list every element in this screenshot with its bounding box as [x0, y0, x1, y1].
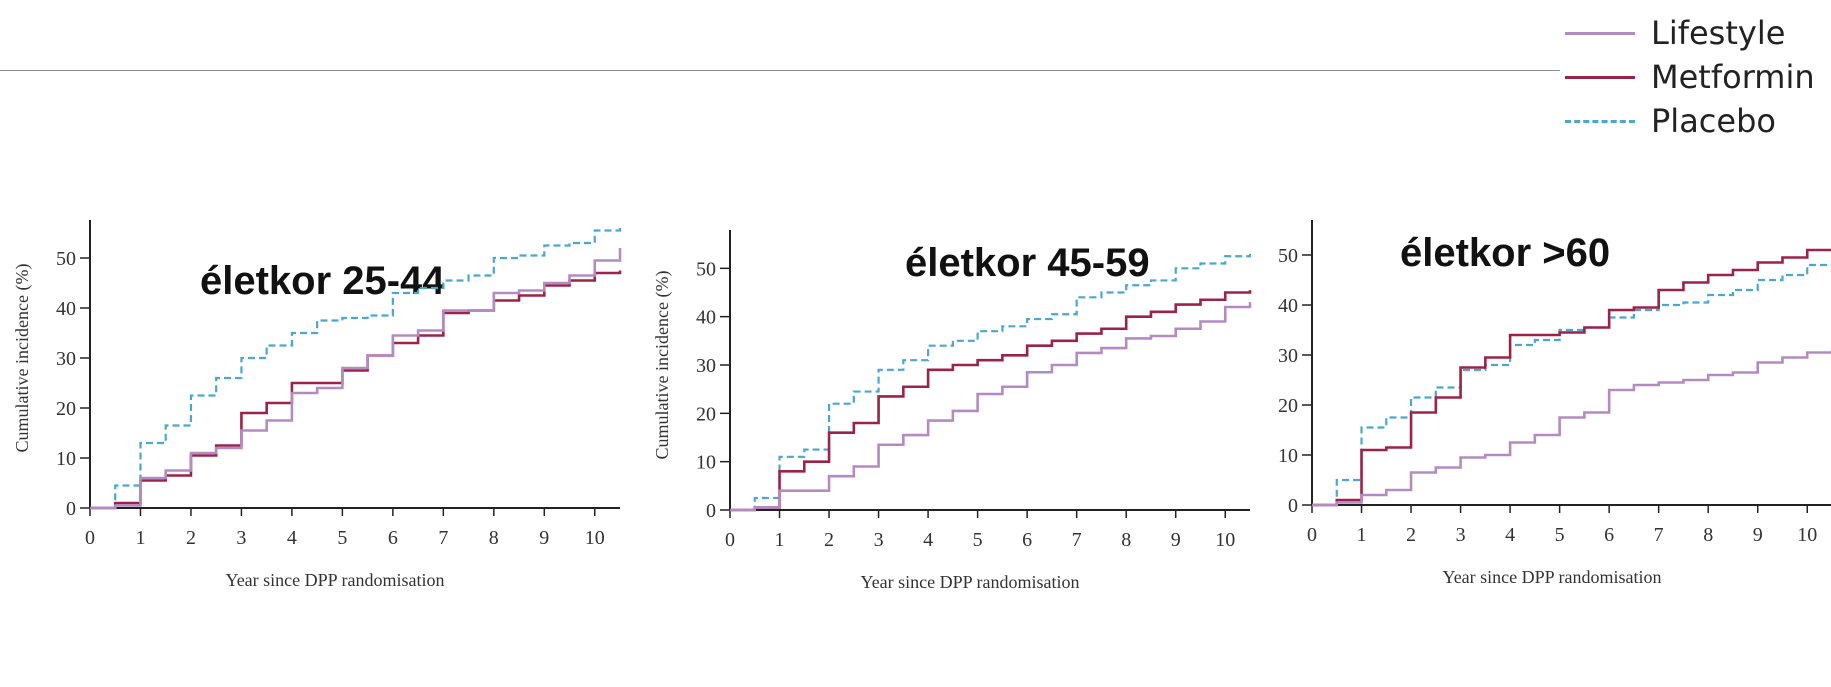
y-tick-label: 0: [66, 498, 76, 520]
legend-label-placebo: Placebo: [1651, 102, 1776, 140]
x-tick-label: 3: [874, 529, 884, 551]
x-tick-label: 10: [585, 527, 605, 549]
panel-title: életkor >60: [1400, 231, 1610, 275]
x-tick-label: 7: [1072, 529, 1082, 551]
legend-item-metformin: Metformin: [1565, 57, 1815, 97]
x-tick-label: 8: [1121, 529, 1131, 551]
legend-swatch-placebo: [1565, 119, 1635, 123]
series-line-metformin: [90, 270, 622, 510]
header-divider-line: [0, 70, 1560, 71]
x-tick-label: 8: [489, 527, 499, 549]
x-tick-label: 4: [923, 529, 933, 551]
x-tick-label: 0: [725, 529, 735, 551]
x-tick-label: 5: [973, 529, 983, 551]
x-tick-label: 0: [85, 527, 95, 549]
x-tick-label: 8: [1703, 524, 1713, 546]
legend: Lifestyle Metformin Placebo: [1565, 5, 1831, 155]
y-tick-label: 30: [696, 355, 716, 377]
x-tick-label: 0: [1307, 524, 1317, 546]
x-axis-title: Year since DPP randomisation: [226, 570, 445, 590]
x-tick-label: 9: [1171, 529, 1181, 551]
x-tick-label: 4: [287, 527, 297, 549]
x-tick-label: 2: [1406, 524, 1416, 546]
x-tick-label: 10: [1797, 524, 1817, 546]
x-tick-label: 7: [438, 527, 448, 549]
series-line-lifestyle: [730, 302, 1252, 512]
x-tick-label: 3: [1456, 524, 1466, 546]
panel-title: életkor 45-59: [905, 241, 1150, 285]
y-tick-label: 50: [56, 248, 76, 270]
y-tick-label: 0: [706, 500, 716, 522]
x-tick-label: 5: [1555, 524, 1565, 546]
series-line-metformin: [730, 290, 1252, 512]
x-tick-label: 10: [1215, 529, 1235, 551]
y-tick-label: 40: [56, 298, 76, 320]
x-tick-label: 7: [1654, 524, 1664, 546]
x-tick-label: 2: [824, 529, 834, 551]
y-tick-label: 60: [696, 230, 716, 232]
y-tick-label: 50: [1278, 245, 1298, 267]
y-tick-label: 40: [696, 307, 716, 329]
chart-panel-3: életkor >600102030405060012345678910Year…: [1278, 220, 1831, 587]
x-tick-label: 4: [1505, 524, 1515, 546]
chart-panel-2: életkor 45-59 0 10 20 30 40 50 60 0 1 2 3 4 5 6 7 8 9 10 Ye…: [652, 230, 1252, 592]
legend-swatch-lifestyle: [1565, 31, 1635, 35]
x-tick-label: 1: [135, 527, 145, 549]
series-line-placebo: [1312, 260, 1831, 507]
legend-label-lifestyle: Lifestyle: [1651, 14, 1786, 52]
series-line-placebo: [90, 225, 622, 510]
series-line-lifestyle: [1312, 350, 1831, 507]
x-tick-label: 1: [1357, 524, 1367, 546]
series-line-metformin: [1312, 248, 1831, 507]
y-tick-label: 30: [56, 348, 76, 370]
panel-title: életkor 25-44: [200, 259, 445, 303]
y-tick-label: 50: [696, 258, 716, 280]
y-tick-label: 30: [1278, 345, 1298, 367]
legend-item-lifestyle: Lifestyle: [1565, 13, 1785, 53]
y-axis-title: Cumulative incidence (%): [12, 264, 33, 453]
y-tick-label: 20: [56, 398, 76, 420]
y-axis-title: Cumulative incidence (%): [652, 271, 673, 460]
y-tick-label: 10: [696, 452, 716, 474]
x-tick-label: 3: [236, 527, 246, 549]
x-tick-label: 6: [1022, 529, 1032, 551]
y-tick-label: 0: [1288, 495, 1298, 517]
x-tick-label: 9: [539, 527, 549, 549]
y-tick-label: 20: [696, 403, 716, 425]
legend-label-metformin: Metformin: [1651, 58, 1815, 96]
y-tick-label: 10: [1278, 445, 1298, 467]
x-tick-label: 2: [186, 527, 196, 549]
x-axis-title: Year since DPP randomisation: [1443, 567, 1662, 587]
x-tick-label: 9: [1753, 524, 1763, 546]
y-tick-label: 10: [56, 448, 76, 470]
legend-item-placebo: Placebo: [1565, 101, 1776, 141]
series-line-placebo: [730, 253, 1252, 512]
chart-panel-1: életkor 25-440102030405060012345678910Ye…: [12, 220, 622, 590]
series-line-lifestyle: [90, 248, 622, 510]
y-tick-label: 20: [1278, 395, 1298, 417]
legend-swatch-metformin: [1565, 75, 1635, 79]
x-tick-label: 6: [1604, 524, 1614, 546]
x-axis-title: Year since DPP randomisation: [861, 572, 1080, 592]
x-tick-label: 1: [775, 529, 785, 551]
x-tick-label: 5: [337, 527, 347, 549]
y-tick-label: 40: [1278, 295, 1298, 317]
x-tick-label: 6: [388, 527, 398, 549]
